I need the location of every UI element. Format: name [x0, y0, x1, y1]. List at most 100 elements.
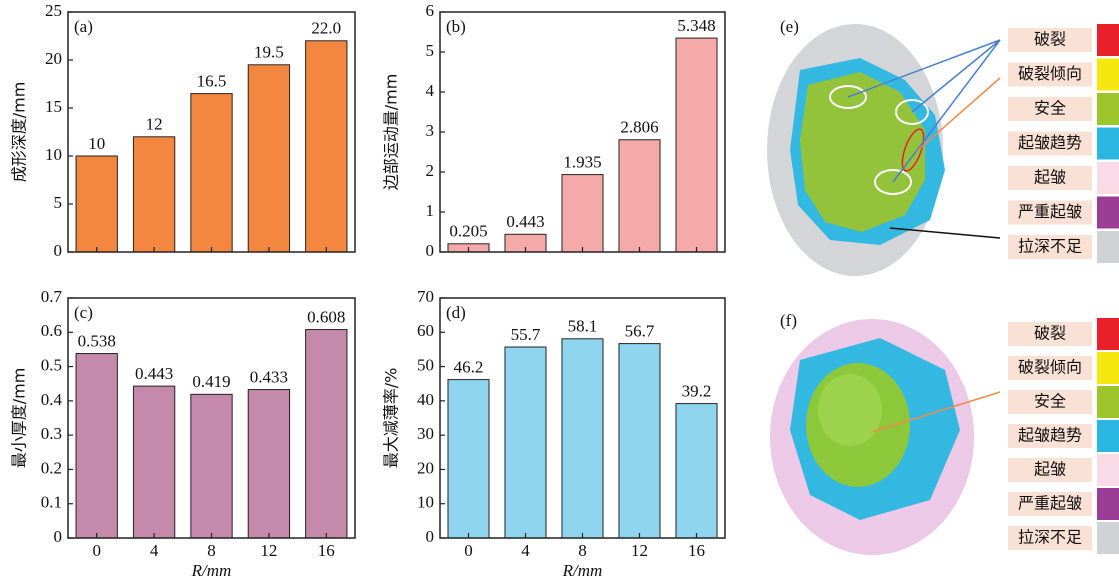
legend-swatch [1097, 162, 1119, 194]
y-tick-label: 0 [426, 527, 435, 546]
bar [619, 140, 660, 252]
y-tick-label: 0.2 [41, 458, 62, 477]
y-tick-label: 5 [426, 41, 435, 60]
bar [133, 137, 174, 252]
x-tick-label: 8 [207, 541, 216, 560]
legend-swatch [1097, 454, 1119, 486]
y-axis-title: 成形深度/mm [10, 82, 29, 183]
legend-swatch [1097, 24, 1119, 56]
legend-swatch [1097, 231, 1119, 263]
bar [306, 41, 347, 252]
panel-label: (b) [446, 17, 466, 36]
y-axis-title: 最大减薄率/% [382, 368, 401, 469]
value-label: 0.538 [78, 331, 116, 350]
x-tick-label: 16 [318, 541, 335, 560]
panel-label: (f) [780, 311, 797, 330]
value-label: 0.608 [307, 307, 345, 326]
legend-label: 安全 [1034, 99, 1066, 118]
y-tick-label: 0.4 [41, 390, 63, 409]
bar [133, 386, 174, 538]
legend-label: 起皱 [1034, 460, 1066, 479]
value-label: 0.443 [506, 212, 544, 231]
y-tick-label: 60 [417, 321, 434, 340]
value-label: 0.433 [250, 367, 288, 386]
y-tick-label: 4 [426, 81, 435, 100]
legend-label: 起皱趋势 [1018, 133, 1082, 152]
bar [191, 94, 232, 252]
x-tick-label: 4 [150, 541, 159, 560]
x-tick-label: 16 [688, 541, 705, 560]
bar [505, 347, 546, 538]
y-tick-label: 15 [45, 97, 62, 116]
y-tick-label: 0 [426, 241, 435, 260]
value-label: 0.419 [192, 372, 230, 391]
legend-label: 破裂倾向 [1018, 64, 1082, 83]
legend-swatch [1097, 522, 1119, 554]
y-tick-label: 20 [417, 458, 434, 477]
x-tick-label: 8 [578, 541, 587, 560]
legend-swatch [1097, 488, 1119, 520]
panel-label: (e) [780, 17, 799, 36]
legend-label: 安全 [1034, 392, 1066, 411]
x-tick-label: 0 [464, 541, 473, 560]
y-tick-label: 50 [417, 355, 434, 374]
bar [306, 330, 347, 538]
y-tick-label: 0.7 [41, 287, 63, 306]
legend-label: 拉深不足 [1018, 237, 1082, 256]
y-axis-title: 最小厚度/mm [10, 368, 29, 469]
y-tick-label: 30 [417, 424, 434, 443]
y-tick-label: 6 [426, 1, 435, 20]
bar [248, 390, 289, 538]
value-label: 56.7 [625, 322, 655, 341]
value-label: 2.806 [620, 118, 658, 137]
bar [248, 65, 289, 252]
figure: 0510152025101216.519.522.0(a)成形深度/mm0123… [0, 0, 1119, 588]
legend-swatch [1097, 352, 1119, 384]
y-tick-label: 20 [45, 49, 62, 68]
y-tick-label: 0 [54, 527, 63, 546]
legend-label: 严重起皱 [1018, 494, 1082, 513]
legend-swatch [1097, 197, 1119, 229]
y-tick-label: 0.3 [41, 424, 62, 443]
y-tick-label: 25 [45, 1, 62, 20]
y-tick-label: 70 [417, 287, 434, 306]
value-label: 0.443 [135, 364, 173, 383]
bar [676, 38, 717, 252]
simulation-f [770, 319, 1000, 555]
legend-swatch [1097, 420, 1119, 452]
legend-label: 破裂 [1034, 30, 1066, 49]
y-tick-label: 10 [45, 145, 62, 164]
y-tick-label: 0 [54, 241, 63, 260]
value-label: 5.348 [677, 16, 715, 35]
y-tick-label: 2 [426, 161, 435, 180]
y-tick-label: 10 [417, 493, 434, 512]
bar [76, 156, 117, 252]
x-axis-title: R/mm [562, 561, 603, 580]
legend-label: 严重起皱 [1018, 202, 1082, 221]
bar [448, 380, 489, 538]
simulation-e [767, 24, 1000, 276]
legend-label: 破裂倾向 [1018, 358, 1082, 377]
value-label: 16.5 [197, 72, 227, 91]
bar [619, 344, 660, 538]
bar [676, 404, 717, 538]
x-tick-label: 12 [260, 541, 277, 560]
value-label: 10 [88, 134, 105, 153]
panel-label: (a) [74, 17, 93, 36]
y-tick-label: 0.5 [41, 355, 62, 374]
panel-label: (d) [446, 303, 466, 322]
value-label: 12 [146, 115, 163, 134]
value-label: 39.2 [682, 382, 712, 401]
bar [76, 354, 117, 538]
bar [191, 394, 232, 538]
panel-label: (c) [74, 303, 93, 322]
value-label: 46.2 [454, 358, 484, 377]
x-tick-label: 12 [631, 541, 648, 560]
bar [562, 339, 603, 538]
legend-label: 拉深不足 [1018, 528, 1082, 547]
legend-swatch [1097, 318, 1119, 350]
value-label: 1.935 [563, 153, 601, 172]
legend-swatch [1097, 128, 1119, 160]
bar [562, 175, 603, 252]
y-tick-label: 0.1 [41, 493, 62, 512]
